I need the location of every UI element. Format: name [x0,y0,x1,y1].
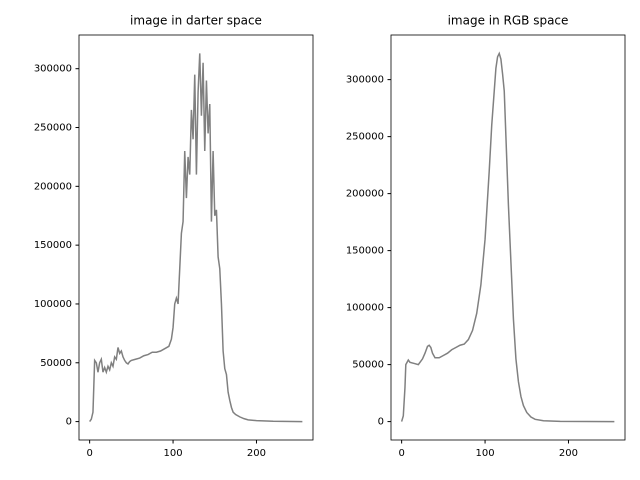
y-tick-label: 0 [66,417,72,428]
y-tick-label: 150000 [34,240,72,251]
y-tick-label: 200000 [346,189,384,200]
y-tick-label: 300000 [34,64,72,75]
y-tick-label: 0 [378,417,384,428]
y-tick-label: 100000 [34,299,72,310]
x-tick-label: 100 [476,448,495,459]
y-tick-label: 50000 [352,360,384,371]
x-tick-label: 100 [164,448,183,459]
data-line [89,53,303,423]
y-tick-label: 200000 [34,181,72,192]
data-line [400,51,615,423]
y-tick-label: 100000 [346,303,384,314]
y-tick-label: 150000 [346,246,384,257]
x-tick-label: 0 [86,448,92,459]
y-tick-label: 300000 [346,75,384,86]
axes-frame [390,34,626,441]
x-tick-label: 200 [247,448,266,459]
x-tick-label: 200 [559,448,578,459]
axes-frame [78,34,314,441]
x-tick-label: 0 [398,448,404,459]
chart-title: image in darter space [130,14,262,28]
y-tick-label: 50000 [40,358,72,369]
chart-title: image in RGB space [448,14,569,28]
y-tick-label: 250000 [34,123,72,134]
y-tick-label: 250000 [346,132,384,143]
